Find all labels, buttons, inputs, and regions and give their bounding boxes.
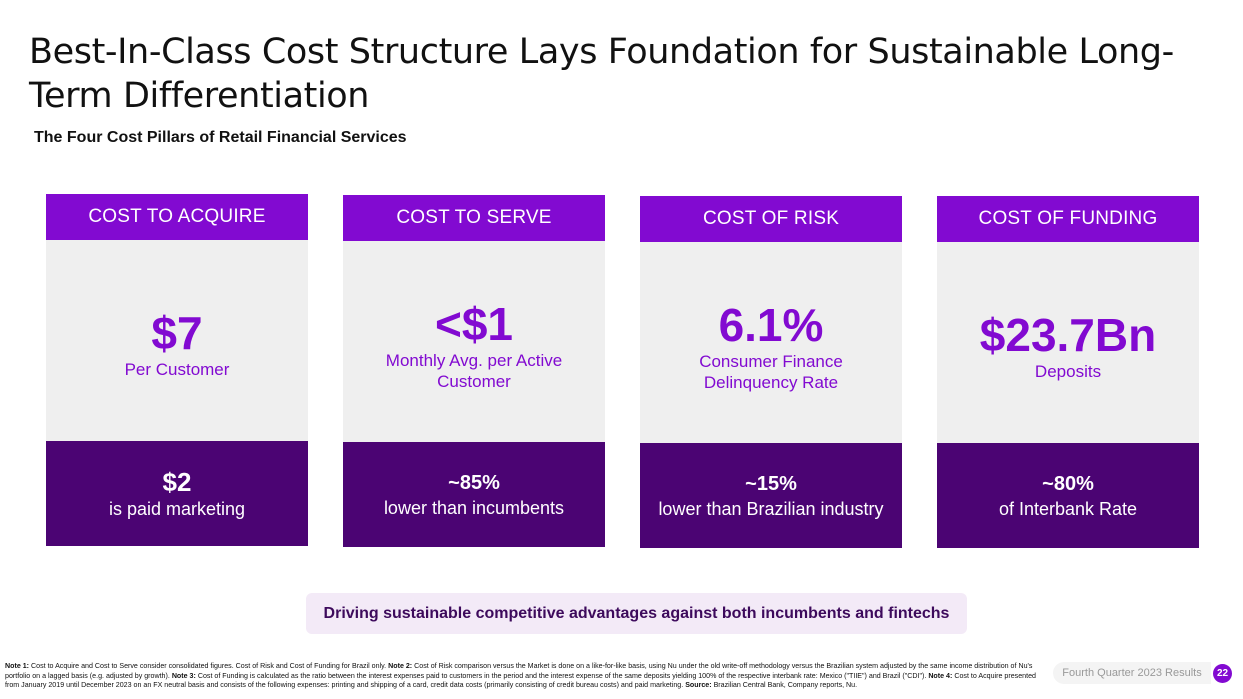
pillar-footer-label: is paid marketing <box>108 498 246 519</box>
pillar-footer-label: lower than incumbents <box>383 497 565 518</box>
note-3-text: Cost of Funding is calculated as the rat… <box>195 671 929 680</box>
pillar-label: Deposits <box>1034 362 1102 381</box>
pillar-value: 6.1% <box>718 298 824 351</box>
source-text: Brazilian Central Bank, Company reports,… <box>711 681 858 690</box>
pillar-cost-of-funding: COST OF FUNDING $23.7Bn Deposits ~80% of… <box>937 196 1199 548</box>
source-label: Source: <box>685 681 712 690</box>
tagline-banner: Driving sustainable competitive advantag… <box>306 593 967 634</box>
pillar-footer-label: lower than Brazilian industry <box>658 498 884 519</box>
pillar-footer-label: of Interbank Rate <box>998 498 1138 519</box>
pillar-label: Consumer Finance Delinquency Rate <box>699 351 843 392</box>
pillar-body: $7 Per Customer <box>46 240 308 441</box>
pillar-header: COST OF RISK <box>640 196 902 242</box>
footnotes: Note 1: Cost to Acquire and Cost to Serv… <box>5 662 1047 691</box>
pillar-value: <$1 <box>434 297 514 350</box>
note-3-label: Note 3: <box>171 671 196 680</box>
report-name-badge: Fourth Quarter 2023 Results <box>1053 662 1211 684</box>
note-4-label: Note 4: <box>928 671 953 680</box>
pillar-footer: $2 is paid marketing <box>46 441 308 546</box>
pillar-footer: ~80% of Interbank Rate <box>937 443 1199 548</box>
slide-subtitle: The Four Cost Pillars of Retail Financia… <box>34 129 407 146</box>
pillar-cost-to-serve: COST TO SERVE <$1 Monthly Avg. per Activ… <box>343 195 605 547</box>
pillar-header: COST OF FUNDING <box>937 196 1199 242</box>
pillar-header: COST TO SERVE <box>343 195 605 241</box>
pillar-cost-to-acquire: COST TO ACQUIRE $7 Per Customer $2 is pa… <box>46 194 308 546</box>
note-2-label: Note 2: <box>388 662 413 670</box>
pillar-cost-of-risk: COST OF RISK 6.1% Consumer Finance Delin… <box>640 196 902 548</box>
pillar-header: COST TO ACQUIRE <box>46 194 308 240</box>
page-number: 22 <box>1213 664 1232 683</box>
note-1-label: Note 1: <box>5 662 30 670</box>
pillar-value: $7 <box>151 307 203 359</box>
note-4-text: Cost to Acquire presented from January 2… <box>5 671 1036 690</box>
pillar-footer-value: ~80% <box>1042 472 1094 495</box>
pillar-body: <$1 Monthly Avg. per Active Customer <box>343 241 605 442</box>
pillar-body: 6.1% Consumer Finance Delinquency Rate <box>640 242 902 443</box>
note-1-text: Cost to Acquire and Cost to Serve consid… <box>29 662 389 670</box>
pillar-footer: ~85% lower than incumbents <box>343 442 605 547</box>
pillar-footer: ~15% lower than Brazilian industry <box>640 443 902 548</box>
pillar-value: $23.7Bn <box>979 309 1157 361</box>
slide-title: Best-In-Class Cost Structure Lays Founda… <box>29 32 1174 116</box>
note-2-text: Cost of Risk comparison versus the Marke… <box>5 662 1033 680</box>
pillar-footer-value: ~85% <box>448 471 500 494</box>
pillar-footer-value: ~15% <box>745 472 797 495</box>
pillar-footer-value: $2 <box>162 466 192 497</box>
pillar-body: $23.7Bn Deposits <box>937 242 1199 443</box>
pillar-label: Per Customer <box>124 360 230 379</box>
pillar-label: Monthly Avg. per Active Customer <box>385 350 563 391</box>
